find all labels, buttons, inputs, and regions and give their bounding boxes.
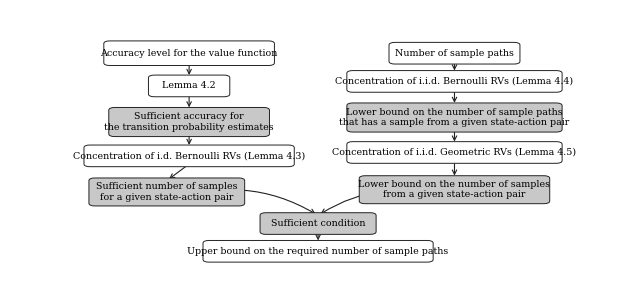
- FancyBboxPatch shape: [109, 108, 269, 137]
- Text: Upper bound on the required number of sample paths: Upper bound on the required number of sa…: [188, 247, 449, 256]
- FancyBboxPatch shape: [203, 241, 433, 262]
- FancyBboxPatch shape: [347, 71, 562, 92]
- Text: Lower bound on the number of samples
from a given state-action pair: Lower bound on the number of samples fro…: [358, 180, 550, 200]
- Text: Concentration of i.d. Bernoulli RVs (Lemma 4.3): Concentration of i.d. Bernoulli RVs (Lem…: [73, 151, 305, 160]
- Text: Sufficient accuracy for
the transition probability estimates: Sufficient accuracy for the transition p…: [104, 112, 274, 132]
- FancyBboxPatch shape: [104, 41, 275, 66]
- Text: Concentration of i.i.d. Bernoulli RVs (Lemma 4.4): Concentration of i.i.d. Bernoulli RVs (L…: [335, 77, 573, 86]
- FancyBboxPatch shape: [359, 176, 550, 204]
- FancyBboxPatch shape: [89, 178, 244, 206]
- Text: Sufficient number of samples
for a given state-action pair: Sufficient number of samples for a given…: [96, 182, 237, 202]
- Text: Accuracy level for the value function: Accuracy level for the value function: [100, 49, 278, 58]
- Text: Number of sample paths: Number of sample paths: [395, 49, 514, 58]
- FancyBboxPatch shape: [347, 142, 562, 163]
- Text: Sufficient condition: Sufficient condition: [271, 219, 365, 228]
- Text: Lemma 4.2: Lemma 4.2: [163, 81, 216, 91]
- Text: Lower bound on the number of sample paths
that has a sample from a given state-a: Lower bound on the number of sample path…: [339, 108, 570, 127]
- FancyBboxPatch shape: [347, 103, 562, 132]
- Text: Concentration of i.i.d. Geometric RVs (Lemma 4.5): Concentration of i.i.d. Geometric RVs (L…: [332, 148, 577, 157]
- FancyBboxPatch shape: [84, 145, 294, 167]
- FancyBboxPatch shape: [260, 213, 376, 234]
- FancyBboxPatch shape: [389, 42, 520, 64]
- FancyBboxPatch shape: [148, 75, 230, 97]
